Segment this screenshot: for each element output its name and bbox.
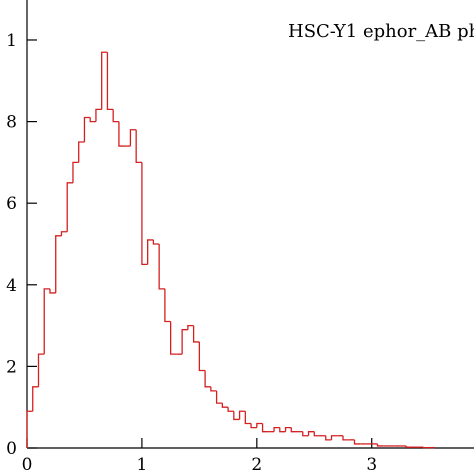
histogram-step — [60, 231, 68, 236]
histogram-step — [376, 443, 384, 447]
histogram-step — [325, 435, 332, 441]
histogram-step — [284, 426, 292, 432]
histogram-step — [169, 321, 177, 355]
histogram-step — [72, 161, 79, 183]
histogram-step — [244, 411, 252, 425]
histogram-step — [101, 51, 108, 110]
histogram-step — [152, 239, 160, 245]
histogram-step — [106, 52, 114, 110]
histogram-step — [32, 386, 39, 412]
histogram-step — [330, 435, 338, 440]
histogram-step — [302, 431, 309, 437]
histogram-step — [313, 431, 321, 437]
histogram-step — [164, 288, 171, 323]
histogram-step — [118, 121, 125, 147]
histogram-step — [353, 439, 361, 445]
histogram-step — [89, 117, 96, 123]
histogram-step — [210, 386, 217, 392]
x-tick-label: 1 — [136, 455, 147, 474]
histogram-step — [37, 353, 45, 387]
histogram-step — [198, 341, 206, 372]
histogram-step — [342, 435, 349, 441]
histogram-step — [215, 390, 223, 404]
y-tick-label: 8 — [6, 113, 17, 133]
annotation: HSC-Y1 ephor_AB photo-z — [288, 21, 474, 42]
histogram-step — [141, 162, 148, 266]
histogram-step — [204, 370, 211, 388]
histogram-step — [95, 108, 102, 122]
histogram-step — [187, 324, 194, 330]
histogram-step — [43, 288, 50, 355]
histogram-step — [158, 243, 165, 290]
x-tick-label: 0 — [22, 455, 33, 474]
y-tick-label: 2 — [6, 357, 17, 377]
histogram-step — [49, 288, 56, 294]
histogram-step — [279, 427, 286, 433]
histogram-step — [26, 410, 33, 448]
histogram-step — [233, 411, 240, 421]
histogram-step — [83, 116, 91, 142]
histogram-step — [238, 410, 246, 420]
histogram-step — [135, 129, 142, 164]
histogram-step — [273, 426, 280, 432]
histogram-step — [66, 182, 73, 232]
histogram-step — [147, 239, 154, 265]
histogram-step — [192, 325, 200, 343]
histogram-step — [290, 427, 298, 433]
histogram-step — [227, 407, 234, 412]
histogram-step — [405, 445, 412, 448]
histogram-step — [78, 141, 85, 163]
histogram-step — [181, 329, 188, 355]
histogram-step — [55, 235, 62, 293]
histogram-step — [221, 403, 229, 408]
histogram-step — [256, 422, 263, 428]
histogram-step — [112, 109, 119, 123]
histogram-step — [129, 129, 137, 147]
histogram-step — [307, 431, 315, 436]
y-tick-label: 4 — [6, 276, 17, 296]
y-tick-label: 1 — [6, 31, 17, 51]
histogram-step — [250, 423, 257, 429]
x-tick-label: 3 — [366, 455, 377, 474]
y-tick-label: 0 — [6, 439, 17, 459]
y-tick-label: 6 — [6, 194, 17, 214]
histogram-step — [261, 423, 269, 433]
x-tick-label: 2 — [251, 455, 262, 474]
